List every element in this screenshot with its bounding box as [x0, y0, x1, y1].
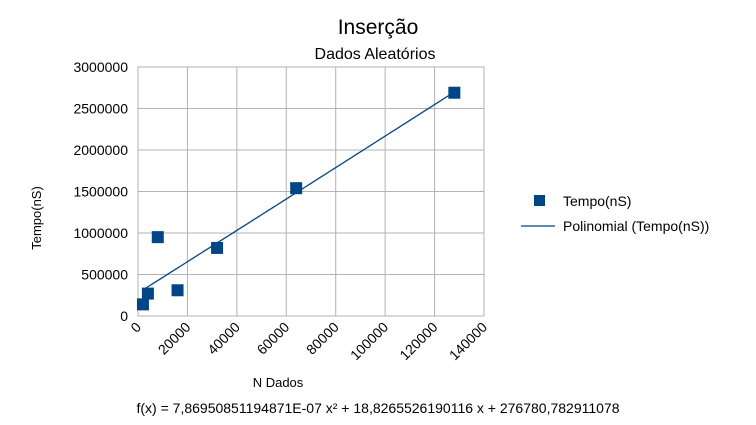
y-axis-label: Tempo(nS) — [29, 186, 44, 250]
x-tick-label: 20000 — [155, 319, 194, 358]
data-point — [141, 287, 154, 300]
data-point — [171, 284, 184, 297]
data-point — [290, 182, 303, 195]
x-tick-label: 80000 — [303, 319, 342, 358]
x-tick-label: 40000 — [204, 319, 243, 358]
legend-label-points: Tempo(nS) — [563, 193, 631, 209]
x-tick-label: 140000 — [446, 319, 490, 363]
y-axis-tick-labels: 0 500000 1000000 1500000 2000000 2500000 30000… — [73, 59, 128, 324]
y-tick-label: 1000000 — [73, 225, 128, 241]
y-tick-label: 500000 — [81, 267, 128, 283]
data-points — [136, 86, 461, 311]
x-axis-tick-labels: 0 20000 40000 60000 80000 100000 120000 140000 — [127, 319, 490, 363]
data-point — [211, 241, 224, 254]
x-tick-label: 100000 — [347, 319, 391, 363]
legend-marker-square — [534, 195, 545, 206]
chart-title: Inserção — [338, 16, 419, 39]
y-tick-label: 0 — [120, 308, 128, 324]
data-point — [448, 86, 461, 99]
trendline-equation: f(x) = 7,86950851194871E-07 x² + 18,8265… — [136, 400, 620, 416]
plot-area-border — [137, 66, 485, 317]
chart-subtitle: Dados Aleatórios — [315, 46, 436, 63]
data-point — [136, 298, 149, 311]
y-tick-label: 2500000 — [73, 101, 128, 117]
x-tick-label: 0 — [127, 319, 144, 336]
legend-label-trendline: Polinomial (Tempo(nS)) — [563, 218, 709, 234]
x-tick-label: 60000 — [254, 319, 293, 358]
x-axis-label: N Dados — [253, 375, 304, 390]
y-tick-label: 1500000 — [73, 184, 128, 200]
x-tick-label: 120000 — [396, 319, 440, 363]
gridlines — [137, 66, 485, 317]
y-tick-label: 2000000 — [73, 142, 128, 158]
y-tick-label: 3000000 — [73, 59, 128, 75]
data-point — [151, 231, 164, 244]
legend: Tempo(nS) Polinomial (Tempo(nS)) — [521, 193, 709, 234]
